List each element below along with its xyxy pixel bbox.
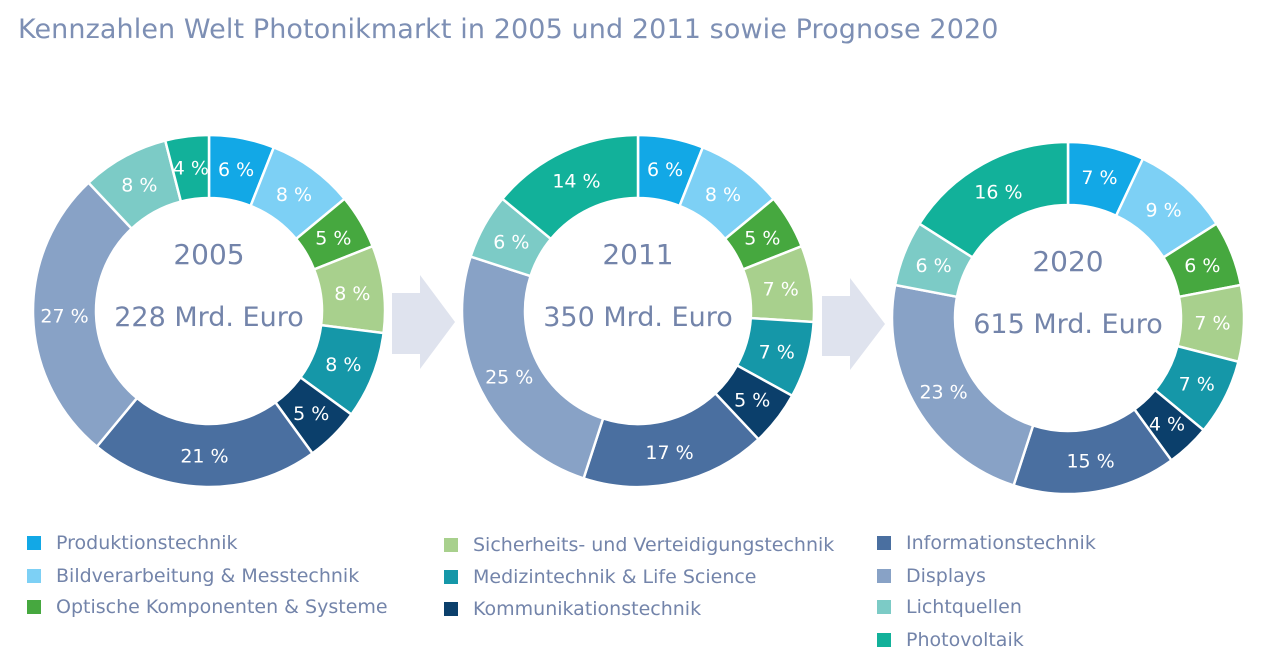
slice-label: 6 % [916, 255, 952, 277]
slice-label: 8 % [334, 283, 370, 305]
slice-label: 14 % [552, 170, 600, 192]
slice-label: 6 % [493, 231, 529, 253]
legend-item: Medizintechnik & Life Science [444, 566, 757, 588]
slice-label: 7 % [1194, 313, 1230, 335]
legend-item: Displays [877, 565, 986, 587]
slice-label: 6 % [218, 159, 254, 181]
legend-label: Displays [906, 565, 986, 587]
legend-label: Produktionstechnik [56, 532, 238, 554]
donut-chart-2005: 6 %8 %5 %8 %8 %5 %21 %27 %8 %4 %2005228 … [31, 133, 387, 489]
slice-label: 7 % [1179, 374, 1215, 396]
chart-total: 350 Mrd. Euro [543, 302, 733, 333]
slice-photovoltaik [500, 133, 640, 241]
legend-swatch [444, 538, 458, 552]
donut-chart-2020: 7 % 9 % 6 % 7 % 7 % 4 % 15 % 23 % 6 % 16 % 2020 615… [890, 140, 1246, 496]
slice-label: 21 % [180, 445, 228, 467]
legend-swatch [27, 600, 41, 614]
slice-label: 23 % [919, 382, 967, 404]
legend-item: Lichtquellen [877, 596, 1022, 618]
legend-swatch [27, 536, 41, 550]
chart-year: 2005 [173, 238, 244, 271]
legend-swatch [444, 602, 458, 616]
slice-displays [890, 283, 1035, 487]
slice-label: 16 % [974, 181, 1022, 203]
slice-label: 25 % [485, 367, 533, 389]
slice-label: 8 % [705, 184, 741, 206]
slice-label: 8 % [276, 184, 312, 206]
slice-label: 7 % [759, 341, 795, 363]
slice-label: 9 % [1145, 200, 1181, 222]
slice-informationstechnik [95, 396, 315, 489]
slice-label: 6 % [647, 159, 683, 181]
chart-total: 228 Mrd. Euro [114, 302, 304, 333]
slice-label: 27 % [40, 306, 88, 328]
legend-label: Kommunikationstechnik [473, 598, 702, 620]
arrow-right-icon [392, 275, 455, 369]
slice-label: 5 % [315, 227, 351, 249]
legend-label: Photovoltaik [906, 629, 1024, 651]
slice-label: 17 % [645, 442, 693, 464]
legend-item: Informationstechnik [877, 532, 1096, 554]
legend-swatch [877, 536, 891, 550]
legend-item: Sicherheits- und Verteidigungstechnik [444, 534, 834, 556]
slice-photovoltaik [163, 133, 211, 204]
legend-item: Produktionstechnik [27, 532, 238, 554]
legend-swatch [27, 569, 41, 583]
legend-label: Optische Komponenten & Systeme [56, 596, 388, 618]
legend-item: Bildverarbeitung & Messtechnik [27, 565, 359, 587]
slice-label: 5 % [293, 403, 329, 425]
slice-label: 5 % [744, 227, 780, 249]
legend-label: Lichtquellen [906, 596, 1022, 618]
legend-swatch [877, 633, 891, 647]
chart-year: 2011 [602, 238, 673, 271]
slice-label: 4 % [1149, 413, 1185, 435]
slice-label: 7 % [763, 278, 799, 300]
legend-item: Kommunikationstechnik [444, 598, 701, 620]
legend-label: Bildverarbeitung & Messtechnik [56, 565, 360, 587]
slice-label: 15 % [1066, 451, 1114, 473]
chart-year: 2020 [1032, 245, 1103, 278]
legend-item: Optische Komponenten & Systeme [27, 596, 388, 618]
slice-label: 5 % [734, 390, 770, 412]
donut-chart-2011: 6 %8 %5 %7 %7 %5 %17 %25 %6 %14 %2011350… [460, 133, 816, 489]
slice-label: 4 % [173, 158, 209, 180]
slice-label: 7 % [1081, 167, 1117, 189]
slice-label: 8 % [121, 174, 157, 196]
slice-label: 6 % [1184, 255, 1220, 277]
legend-swatch [444, 570, 458, 584]
legend-item: Photovoltaik [877, 629, 1024, 651]
legend-label: Medizintechnik & Life Science [473, 566, 757, 588]
slice-displays [460, 255, 605, 480]
slice-displays [31, 180, 139, 449]
page-title: Kennzahlen Welt Photonikmarkt in 2005 un… [18, 14, 999, 45]
slice-label: 8 % [325, 354, 361, 376]
legend-swatch [877, 569, 891, 583]
arrow-right-icon [822, 278, 885, 370]
slice-photovoltaik [917, 140, 1070, 260]
legend-swatch [877, 600, 891, 614]
legend-label: Informationstechnik [906, 532, 1096, 554]
legend-label: Sicherheits- und Verteidigungstechnik [473, 534, 835, 556]
chart-total: 615 Mrd. Euro [973, 309, 1163, 340]
